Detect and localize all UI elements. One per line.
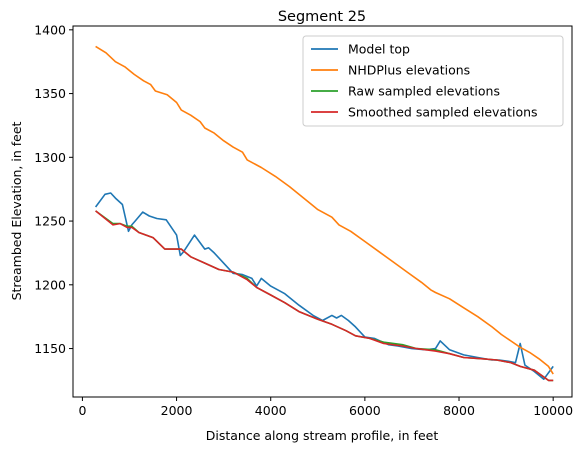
series-line-1 <box>94 192 554 381</box>
y-tick-label: 1250 <box>34 214 66 229</box>
plot-frame <box>72 25 573 398</box>
legend-label-4: Smoothed sampled elevations <box>348 105 538 120</box>
x-axis-label: Distance along stream profile, in feet <box>206 428 439 443</box>
x-tick-label: 10000 <box>533 403 573 418</box>
series-line-3 <box>95 210 554 382</box>
legend-label-2: NHDPlus elevations <box>348 63 470 78</box>
x-tick-label: 8000 <box>443 403 475 418</box>
x-tick-label: 6000 <box>349 403 381 418</box>
y-tick-label: 1300 <box>34 150 66 165</box>
y-tick-label: 1150 <box>34 341 66 356</box>
x-tick-label: 0 <box>78 403 86 418</box>
legend-box <box>302 35 564 127</box>
x-axis: 0 2000 4000 6000 8000 10000 <box>78 397 573 418</box>
legend-label-3: Raw sampled elevations <box>348 84 500 99</box>
series-line-4 <box>95 210 554 382</box>
series-line-2 <box>95 45 554 375</box>
y-tick-label: 1200 <box>34 277 66 292</box>
series-layer <box>94 45 554 382</box>
chart-title: Segment 25 <box>278 9 366 25</box>
x-tick-label: 2000 <box>161 403 193 418</box>
y-tick-label: 1400 <box>34 22 66 37</box>
x-tick-label: 4000 <box>255 403 287 418</box>
y-tick-label: 1350 <box>34 86 66 101</box>
y-axis-label: Streambed Elevation, in feet <box>9 121 24 300</box>
y-axis: 1150 1200 1250 1300 1350 1400 <box>34 22 73 356</box>
legend: Model top NHDPlus elevations Raw sampled e… <box>302 35 564 127</box>
legend-label-1: Model top <box>348 42 410 57</box>
